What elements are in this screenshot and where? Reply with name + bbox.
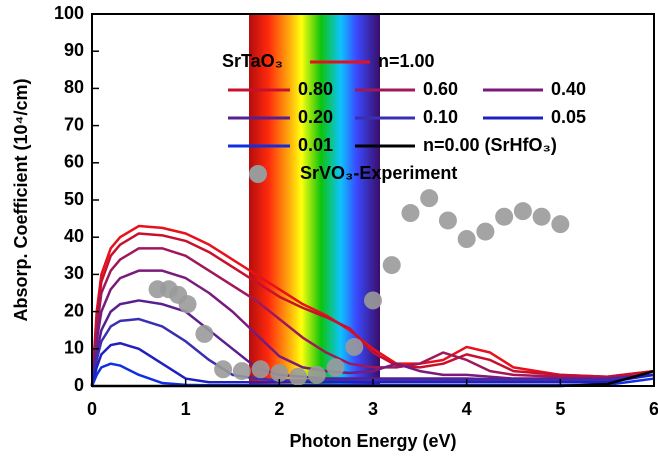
- x-tick-label: 4: [462, 399, 472, 419]
- scatter-point: [420, 189, 439, 208]
- y-tick-label: 20: [64, 300, 84, 320]
- legend-label: 0.20: [298, 107, 333, 127]
- series-line: [90, 247, 655, 387]
- y-tick-label: 90: [64, 40, 84, 60]
- scatter-point: [438, 211, 457, 230]
- y-tick-label: 10: [64, 338, 84, 358]
- scatter-point: [326, 358, 345, 377]
- scatter-point: [364, 291, 382, 310]
- legend-label: 0.10: [423, 107, 458, 127]
- legend-label: 0.40: [551, 79, 586, 99]
- legend-label: 0.60: [423, 79, 458, 99]
- series-line: [90, 232, 655, 387]
- legend-label: n=1.00: [378, 51, 435, 71]
- scatter-point: [345, 337, 364, 356]
- legend-marker: [249, 165, 267, 183]
- x-tick-label: 1: [181, 399, 191, 419]
- series-line: [90, 224, 655, 387]
- y-tick-label: 0: [74, 375, 84, 395]
- x-tick-label: 5: [555, 399, 565, 419]
- y-tick-label: 70: [64, 114, 84, 134]
- legend-label: SrVO₃-Experiment: [300, 163, 457, 183]
- visible-spectrum: [249, 14, 380, 386]
- scatter-point: [195, 324, 214, 343]
- legend-label: n=0.00 (SrHfO₃): [423, 135, 557, 155]
- scatter-point: [289, 367, 308, 386]
- scatter-point: [476, 222, 495, 241]
- y-tick-label: 80: [64, 77, 84, 97]
- scatter-point: [401, 204, 420, 223]
- legend-label: 0.05: [551, 107, 586, 127]
- scatter-point: [495, 207, 514, 226]
- scatter-point: [270, 363, 289, 382]
- scatter-point: [232, 362, 251, 381]
- legend-title: SrTaO₃: [222, 51, 283, 71]
- scatter-point: [251, 360, 270, 379]
- y-tick-label: 40: [64, 226, 84, 246]
- scatter-point: [307, 365, 326, 384]
- scatter-point: [457, 230, 476, 249]
- y-tick-label: 60: [64, 152, 84, 172]
- y-axis-label: Absorp. Coefficient (10⁴/cm): [11, 79, 31, 322]
- legend-label: 0.80: [298, 79, 333, 99]
- scatter-point: [513, 202, 532, 221]
- y-tick-label: 30: [64, 263, 84, 283]
- scatter-point: [178, 295, 197, 314]
- x-tick-label: 3: [368, 399, 378, 419]
- scatter-point: [532, 207, 551, 226]
- x-tick-label: 2: [274, 399, 284, 419]
- x-tick-label: 6: [649, 399, 658, 419]
- y-tick-label: 100: [54, 3, 84, 23]
- scatter-point: [382, 256, 401, 275]
- legend-label: 0.01: [298, 135, 333, 155]
- series-line: [90, 269, 655, 387]
- x-tick-label: 0: [87, 399, 97, 419]
- y-tick-label: 50: [64, 189, 84, 209]
- scatter-point: [551, 215, 570, 234]
- scatter-point: [214, 360, 233, 379]
- x-axis-label: Photon Energy (eV): [289, 431, 456, 451]
